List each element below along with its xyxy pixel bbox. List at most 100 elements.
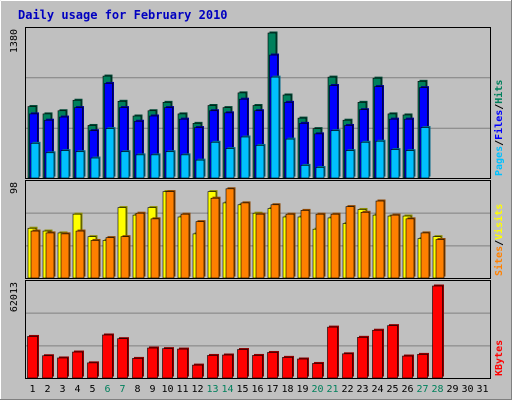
x-tick-label: 31 — [476, 384, 488, 395]
bar-kbytes-day-20 — [312, 361, 324, 379]
bar-pages-day-15 — [240, 135, 251, 179]
bar-pages-day-22 — [345, 149, 356, 179]
bar-kbytes-day-23 — [357, 335, 369, 379]
x-tick-label: 13 — [206, 384, 218, 395]
bar-pages-day-26 — [405, 149, 416, 179]
y-axis-label-part: Visits — [493, 204, 505, 240]
x-tick-label: 21 — [326, 384, 338, 395]
x-tick-label: 29 — [446, 384, 458, 395]
x-tick-label: 1 — [29, 384, 35, 395]
y-axis-label-part: Sites — [493, 246, 505, 276]
x-tick-label: 22 — [341, 384, 353, 395]
bar-sites-day-20 — [315, 212, 326, 279]
bar-sites-day-6 — [105, 236, 116, 279]
bar-kbytes-day-15 — [237, 348, 249, 379]
x-tick-label: 20 — [311, 384, 323, 395]
bar-kbytes-day-2 — [42, 354, 54, 379]
bar-sites-day-18 — [285, 212, 296, 279]
bar-kbytes-day-16 — [252, 353, 264, 379]
y-axis-label-part: Pages — [494, 146, 505, 176]
x-tick-label: 3 — [59, 384, 65, 395]
bar-kbytes-day-13 — [207, 353, 219, 379]
bar-pages-day-4 — [75, 150, 86, 179]
panel-visits-sites: 98 Sites/Visits — [9, 180, 505, 279]
x-tick-label: 26 — [401, 384, 413, 395]
bar-kbytes-day-19 — [297, 357, 309, 379]
series-pages — [30, 75, 431, 179]
bar-kbytes-day-10 — [162, 347, 174, 379]
bar-pages-day-23 — [360, 140, 371, 179]
bar-pages-day-9 — [150, 153, 161, 179]
bar-pages-day-27 — [420, 126, 431, 179]
bar-sites-day-15 — [240, 201, 251, 279]
series-sites — [30, 187, 446, 279]
bar-sites-day-23 — [360, 210, 371, 279]
bar-pages-day-21 — [330, 129, 341, 179]
bar-sites-day-22 — [345, 205, 356, 279]
y-axis-label-part: / — [494, 140, 505, 146]
bar-pages-day-25 — [390, 148, 401, 179]
bar-pages-day-18 — [285, 137, 296, 179]
x-tick-label: 11 — [176, 384, 188, 395]
bar-sites-day-26 — [405, 217, 416, 279]
y-axis-label-part: Files — [493, 110, 505, 140]
series-kbytes — [27, 284, 444, 379]
bar-kbytes-day-9 — [147, 346, 159, 379]
bar-sites-day-8 — [135, 211, 146, 279]
x-tick-label: 2 — [44, 384, 50, 395]
bar-kbytes-day-12 — [192, 363, 204, 379]
bar-kbytes-day-18 — [282, 355, 294, 379]
bar-pages-day-13 — [210, 140, 221, 179]
y-axis-label-part: Hits — [493, 80, 505, 104]
bar-pages-day-3 — [60, 149, 71, 179]
x-tick-label: 18 — [281, 384, 293, 395]
bar-kbytes-day-14 — [222, 353, 234, 379]
bar-pages-day-2 — [45, 151, 56, 179]
y-axis-label-part: KBytes — [494, 340, 505, 376]
bar-pages-day-24 — [375, 139, 386, 179]
y-axis-label: Pages/Files/Hits — [493, 80, 505, 176]
y-max-label: 98 — [9, 182, 20, 194]
x-tick-label: 4 — [74, 384, 80, 395]
bar-sites-day-7 — [120, 235, 131, 279]
bar-sites-day-17 — [270, 203, 281, 279]
x-tick-label: 28 — [431, 384, 443, 395]
x-tick-label: 30 — [461, 384, 473, 395]
bar-sites-day-24 — [375, 199, 386, 279]
y-max-label: 62013 — [9, 282, 20, 312]
x-tick-label: 23 — [356, 384, 368, 395]
bar-kbytes-day-17 — [267, 350, 279, 379]
bar-pages-day-11 — [180, 153, 191, 179]
bar-kbytes-day-27 — [417, 352, 429, 379]
y-axis-label: Sites/Visits — [493, 204, 505, 276]
y-axis-label-part: / — [494, 240, 505, 246]
bar-kbytes-day-24 — [372, 328, 384, 379]
bar-pages-day-14 — [225, 147, 236, 179]
bar-kbytes-day-26 — [402, 354, 414, 379]
bar-pages-day-8 — [135, 153, 146, 179]
bar-kbytes-day-8 — [132, 356, 144, 379]
x-tick-label: 10 — [161, 384, 173, 395]
bar-sites-day-12 — [195, 220, 206, 279]
x-tick-label: 12 — [191, 384, 203, 395]
x-tick-label: 5 — [89, 384, 95, 395]
bar-sites-day-27 — [420, 231, 431, 279]
x-tick-label: 16 — [251, 384, 263, 395]
bar-pages-day-6 — [105, 127, 116, 179]
x-axis-tick-labels: 1 2 3 4 5 6 7 8 9 10 11 12 13 14 15 16 17 18 19 20 21 22 23 24 2… — [29, 384, 488, 395]
bar-kbytes-day-21 — [327, 325, 339, 379]
bar-sites-day-5 — [90, 238, 101, 279]
x-tick-label: 27 — [416, 384, 428, 395]
panel-kbytes: 62013 KBytes — [9, 280, 505, 379]
bar-pages-day-17 — [270, 75, 281, 179]
x-tick-label: 14 — [221, 384, 233, 395]
y-max-label: 1380 — [9, 29, 20, 53]
x-tick-label: 6 — [104, 384, 110, 395]
bar-kbytes-day-4 — [72, 350, 84, 379]
bar-pages-day-7 — [120, 150, 131, 179]
bar-sites-day-10 — [165, 190, 176, 279]
chart-panels: 1380Pages/Files/Hits98Sites/Visits62013K… — [9, 27, 505, 379]
x-tick-label: 17 — [266, 384, 278, 395]
